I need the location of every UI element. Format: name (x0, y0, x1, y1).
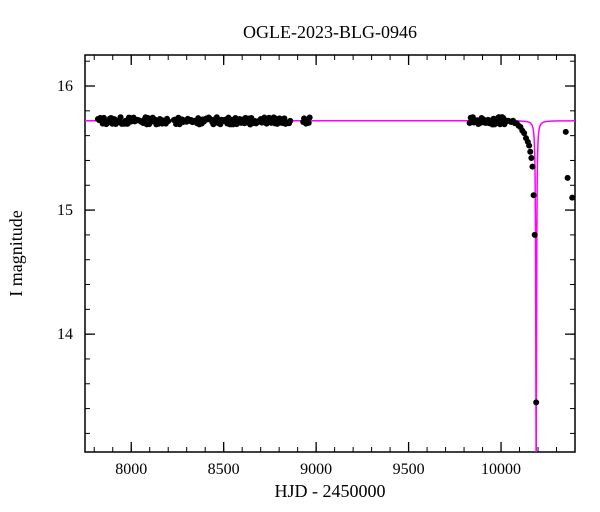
model-curve (85, 121, 575, 483)
data-point (165, 118, 171, 124)
data-points-group (95, 114, 575, 405)
x-tick-label: 10000 (481, 461, 521, 478)
x-tick-label: 9000 (300, 461, 332, 478)
y-axis-label: I magnitude (6, 210, 26, 296)
y-tick-label: 14 (57, 326, 73, 343)
data-point (526, 143, 532, 149)
lightcurve-chart: OGLE-2023-BLG-0946 HJD - 2450000 I magnitu… (0, 0, 600, 512)
x-tick-label: 8500 (208, 461, 240, 478)
x-axis-label: HJD - 2450000 (275, 481, 386, 501)
data-point (528, 155, 534, 161)
y-tick-label: 16 (57, 78, 73, 95)
chart-title: OGLE-2023-BLG-0946 (243, 22, 417, 42)
data-point (569, 195, 575, 201)
data-point (118, 114, 124, 120)
data-point (287, 118, 293, 124)
data-point (527, 149, 533, 155)
data-point (306, 120, 312, 126)
data-point (563, 129, 569, 135)
data-point (307, 115, 313, 121)
x-tick-label: 9500 (393, 461, 425, 478)
data-point (531, 192, 537, 198)
chart-container: OGLE-2023-BLG-0946 HJD - 2450000 I magnitu… (0, 0, 600, 512)
data-point (565, 175, 571, 181)
data-point (533, 399, 539, 405)
y-tick-label: 15 (57, 202, 73, 219)
data-point (532, 232, 538, 238)
x-tick-label: 8000 (115, 461, 147, 478)
data-point (529, 164, 535, 170)
